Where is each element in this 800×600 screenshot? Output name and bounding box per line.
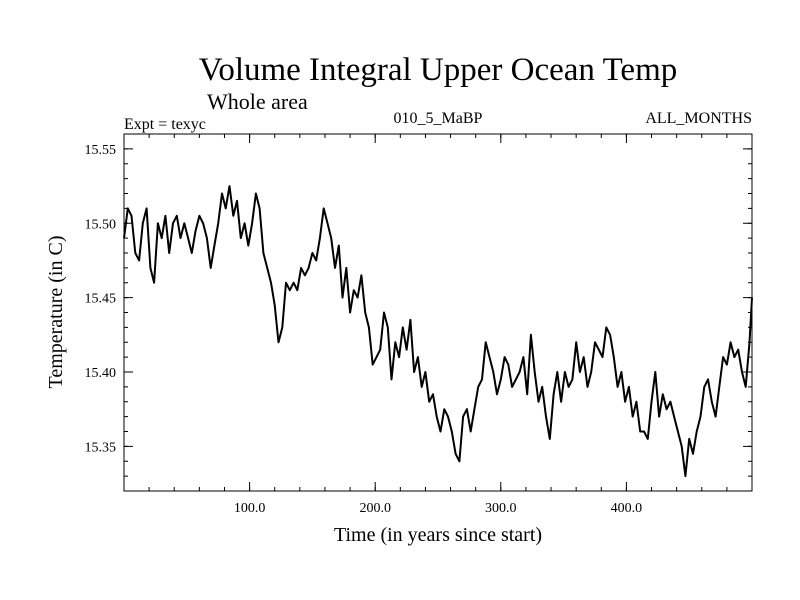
y-tick-label: 15.40 [85, 366, 117, 381]
x-axis: 100.0 200.0 300.0 400.0 [148, 134, 728, 516]
period-label: ALL_MONTHS [645, 110, 752, 127]
run-label: 010_5_MaBP [394, 110, 483, 127]
y-tick-label: 15.55 [85, 143, 117, 158]
x-tick-label: 200.0 [359, 501, 391, 516]
temperature-series-line [123, 185, 753, 478]
chart-title: Volume Integral Upper Ocean Temp [199, 52, 677, 88]
y-tick-label: 15.50 [85, 217, 117, 232]
y-tick-label: 15.45 [85, 292, 117, 307]
experiment-label: Expt = texyc [124, 116, 206, 133]
x-tick-label: 400.0 [611, 501, 643, 516]
y-tick-label: 15.35 [85, 440, 117, 455]
plot-frame [123, 133, 753, 492]
chart-subtitle: Whole area [207, 89, 308, 114]
x-tick-label: 100.0 [234, 501, 266, 516]
y-axis: 15.35 15.40 15.45 15.50 15.55 [85, 143, 752, 477]
x-axis-label: Time (in years since start) [334, 524, 542, 546]
y-axis-label: Temperature (in C) [45, 236, 67, 389]
x-tick-label: 300.0 [485, 501, 517, 516]
